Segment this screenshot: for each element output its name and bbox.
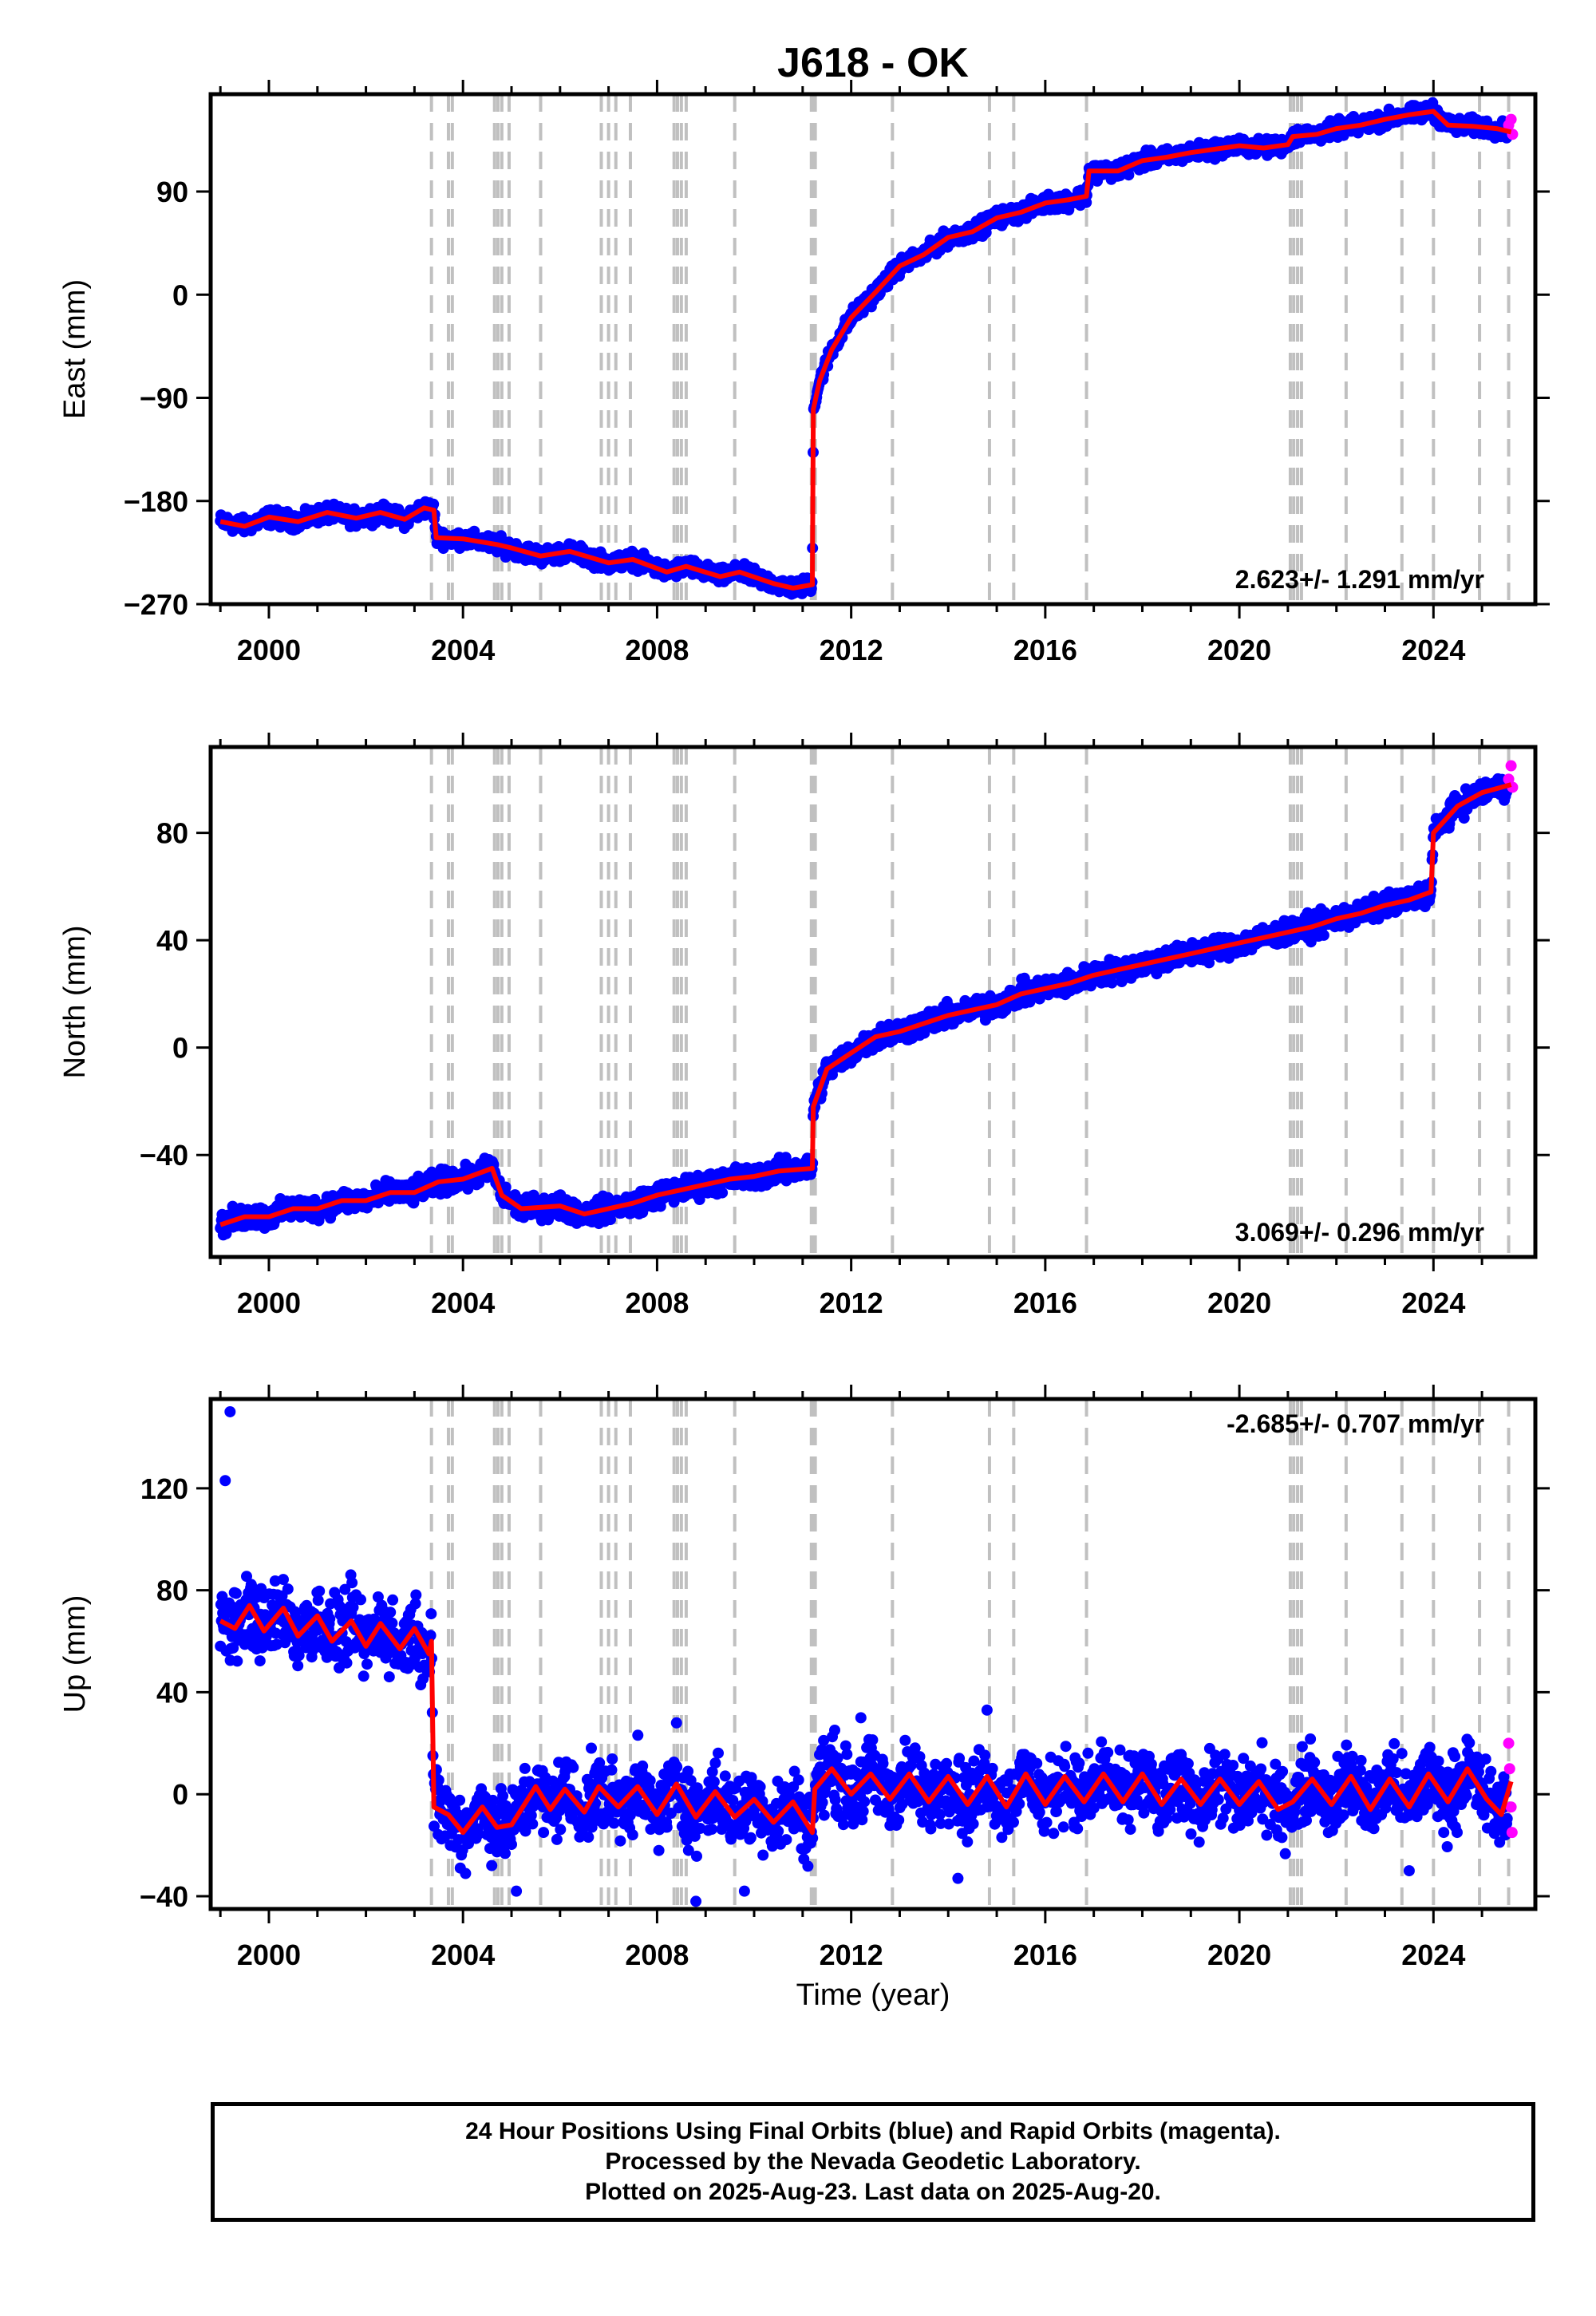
- north-final-orbit-points: [215, 773, 1513, 1241]
- final-orbit-point: [227, 1642, 239, 1654]
- rapid-orbit-point: [1505, 113, 1517, 125]
- x-tick-label: 2004: [431, 1286, 495, 1319]
- final-orbit-point: [383, 1671, 395, 1683]
- east-panel: 2000 2004 2008 2012 2016 2020 2024 −270 −180 −90 0…: [58, 80, 1550, 666]
- final-orbit-point: [1106, 977, 1118, 989]
- final-orbit-point: [292, 1660, 304, 1672]
- final-orbit-point: [278, 1574, 289, 1586]
- x-tick-label: 2012: [820, 1286, 883, 1319]
- final-orbit-point: [361, 1658, 373, 1670]
- final-orbit-point: [293, 1650, 305, 1662]
- up-final-orbit-points: [215, 1405, 1513, 1907]
- figure-title: J618 - OK: [777, 40, 969, 86]
- final-orbit-point: [341, 1657, 353, 1669]
- final-orbit-point: [385, 1607, 397, 1618]
- x-tick-label: 2016: [1013, 1286, 1077, 1319]
- final-orbit-point: [1458, 812, 1470, 824]
- y-tick-label: 90: [156, 176, 188, 208]
- final-orbit-point: [355, 1594, 366, 1606]
- final-orbit-point: [346, 1577, 358, 1589]
- final-orbit-point: [387, 1594, 399, 1606]
- east-y-axis-label: East (mm): [58, 279, 92, 419]
- y-tick-label: 40: [156, 924, 188, 957]
- final-orbit-point: [230, 1587, 242, 1599]
- north-model-fit-line: [219, 782, 1512, 1227]
- north-y-axis-label: North (mm): [58, 925, 92, 1078]
- x-tick-label: 2016: [1013, 634, 1077, 666]
- final-orbit-point: [386, 1617, 398, 1629]
- x-tick-label: 2008: [625, 1286, 689, 1319]
- x-tick-label: 2020: [1207, 634, 1271, 666]
- x-tick-label: 2008: [625, 634, 689, 666]
- x-tick-label: 2024: [1401, 634, 1465, 666]
- final-orbit-point: [254, 1655, 266, 1667]
- final-orbit-point: [347, 1602, 359, 1613]
- final-orbit-point: [241, 1571, 252, 1583]
- final-orbit-point: [1123, 169, 1135, 181]
- x-tick-label: 2020: [1207, 1286, 1271, 1319]
- up-panel: 2000 2004 2008 2012 2016 2020 2024−4004080120U…: [58, 1385, 1550, 1971]
- east-model-fit-line: [219, 109, 1512, 591]
- east-final-orbit-points: [215, 97, 1513, 600]
- x-tick-label: 2012: [820, 634, 883, 666]
- y-tick-label: 80: [156, 817, 188, 850]
- final-orbit-point: [324, 1613, 336, 1625]
- final-orbit-point: [717, 1187, 729, 1199]
- north-plot-frame: [208, 745, 1538, 1259]
- final-orbit-point: [1317, 929, 1329, 941]
- x-tick-label: 2004: [431, 634, 495, 666]
- east-event-lines: [429, 94, 1511, 604]
- y-tick-label: −180: [124, 485, 188, 518]
- final-orbit-point: [314, 1585, 326, 1597]
- north-panel: 2000 2004 2008 2012 2016 2020 2024 −40 0 40 80 Nort…: [58, 733, 1550, 1319]
- final-orbit-point: [372, 1591, 384, 1603]
- north-rate-label: 3.069+/- 0.296 mm/yr: [1235, 1218, 1484, 1247]
- final-orbit-point: [340, 1636, 352, 1648]
- final-orbit-point: [312, 1595, 324, 1607]
- east-rate-label: 2.623+/- 1.291 mm/yr: [1235, 565, 1484, 594]
- x-tick-label: 2024: [1401, 1286, 1465, 1319]
- rapid-orbit-point: [1505, 760, 1517, 772]
- final-orbit-point: [358, 1670, 369, 1682]
- y-tick-label: −270: [124, 588, 188, 621]
- east-plot-frame: [208, 92, 1538, 607]
- y-tick-label: −90: [140, 382, 188, 415]
- x-tick-label: 2000: [237, 634, 301, 666]
- final-orbit-point: [231, 1655, 243, 1667]
- y-tick-label: 0: [172, 1032, 188, 1065]
- y-tick-label: −40: [140, 1139, 188, 1172]
- y-tick-label: 0: [172, 279, 188, 311]
- final-orbit-point: [339, 1583, 351, 1595]
- final-orbit-point: [282, 1583, 294, 1595]
- x-tick-label: 2000: [237, 1286, 301, 1319]
